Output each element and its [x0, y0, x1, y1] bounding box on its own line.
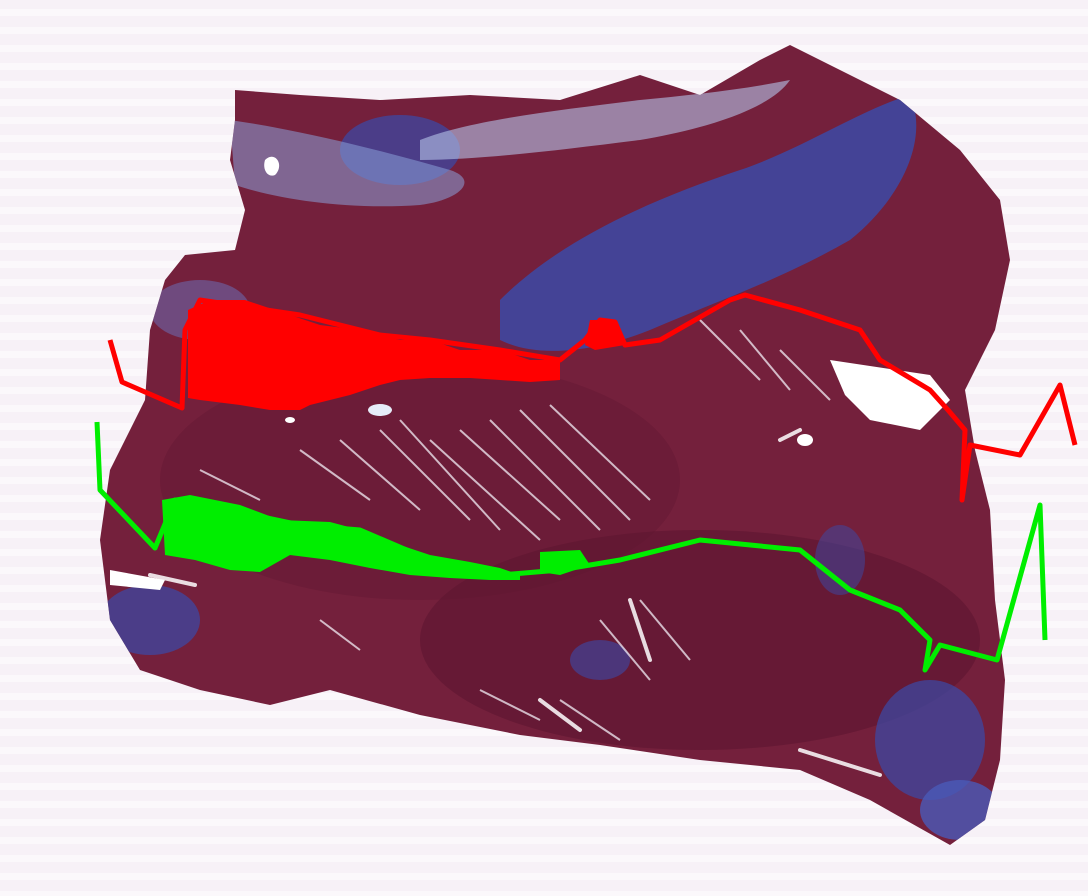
upper-trace: [107, 292, 1078, 503]
lower-trace: [94, 421, 1048, 673]
